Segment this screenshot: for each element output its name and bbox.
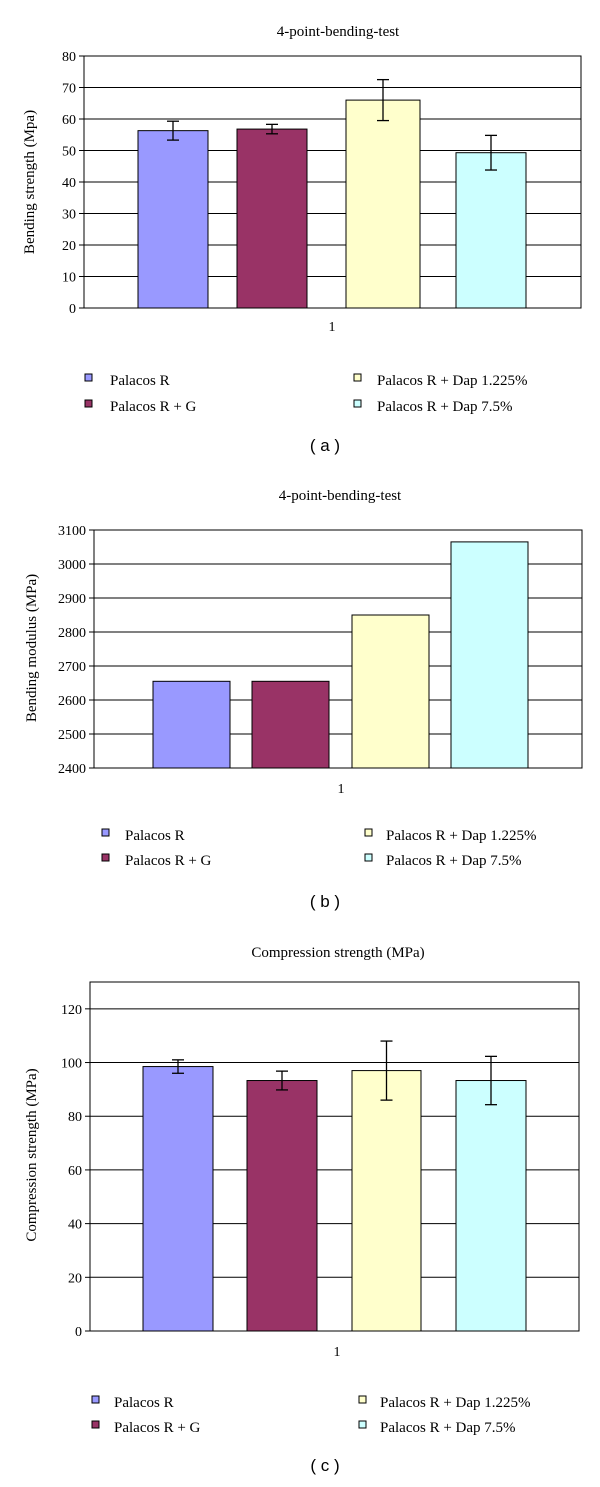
- bar-palacos-r-dap-7-5-: [455, 152, 527, 309]
- legend-label: Palacos R + Dap 7.5%: [380, 1420, 516, 1436]
- legend-swatch: [364, 828, 373, 837]
- y-tick-label: 2800: [58, 626, 86, 641]
- chart-2: 4-point-bending-test 2400 2500 2600 2700 2800…: [24, 488, 583, 911]
- bar-palacos-r-dap-7-5-: [455, 1080, 527, 1332]
- y-tick-label: 0: [69, 302, 76, 317]
- legend-label: Palacos R: [114, 1395, 174, 1411]
- legend-label: Palacos R + Dap 1.225%: [380, 1395, 531, 1411]
- bar-palacos-r: [137, 130, 209, 309]
- y-tick-label: 20: [68, 1271, 82, 1286]
- legend-swatch: [358, 1395, 367, 1404]
- bar-palacos-r: [142, 1066, 214, 1332]
- chart-1: 4-point-bending-test 0 10 20 30 40 50 60 70 80 1 Be…: [22, 24, 582, 455]
- legend-label: Palacos R + Dap 1.225%: [386, 828, 537, 844]
- y-tick-label: 60: [68, 1164, 82, 1179]
- legend-swatch: [91, 1395, 100, 1404]
- y-tick-label: 80: [68, 1110, 82, 1125]
- legend-swatch: [84, 399, 93, 408]
- bar-palacos-r: [152, 680, 231, 769]
- bar-palacos-r-dap-1-225-: [351, 614, 430, 769]
- y-tick-label: 2700: [58, 660, 86, 675]
- bar-palacos-r-dap-1-225-: [345, 99, 421, 309]
- y-tick-label: 40: [68, 1218, 82, 1233]
- legend-swatch: [353, 373, 362, 382]
- chart-title: 4-point-bending-test: [279, 488, 402, 504]
- chart-title: 4-point-bending-test: [277, 24, 400, 40]
- bar-palacos-r-dap-1-225-: [351, 1070, 422, 1332]
- legend-swatch: [84, 373, 93, 382]
- chart-3: Compression strength (MPa) 0 20 40 60 80 100 12…: [24, 945, 580, 1475]
- y-tick-label: 2500: [58, 728, 86, 743]
- legend-swatch: [91, 1420, 100, 1429]
- y-tick-label: 2400: [58, 762, 86, 777]
- legend-label: Palacos R + Dap 1.225%: [377, 373, 528, 389]
- bar-palacos-r-dap-7-5-: [450, 541, 529, 769]
- legend-label: Palacos R: [110, 373, 170, 389]
- legend-label: Palacos R + Dap 7.5%: [377, 399, 513, 415]
- y-tick-label: 30: [62, 208, 76, 223]
- legend-swatch: [364, 853, 373, 862]
- legend-swatch: [353, 399, 362, 408]
- y-tick-label: 3000: [58, 558, 86, 573]
- bar-palacos-r-g: [236, 128, 308, 309]
- y-tick-label: 70: [62, 82, 76, 97]
- y-tick-label: 80: [62, 50, 76, 65]
- y-tick-label: 0: [75, 1325, 82, 1340]
- x-tick-label: 1: [334, 1345, 341, 1360]
- panel-label: ( c ): [310, 1456, 339, 1475]
- legend: Palacos R Palacos R + G Palacos R + Dap 1.…: [84, 373, 528, 415]
- y-tick-label: 40: [62, 176, 76, 191]
- legend: Palacos R Palacos R + G Palacos R + Dap 1.…: [101, 828, 537, 869]
- y-tick-label: 2900: [58, 592, 86, 607]
- legend-swatch: [101, 853, 110, 862]
- y-axis-label: Bending modulus (MPa): [24, 574, 40, 722]
- y-tick-label: 20: [62, 239, 76, 254]
- y-tick-label: 3100: [58, 524, 86, 539]
- y-tick-label: 60: [62, 113, 76, 128]
- y-tick-label: 10: [62, 271, 76, 286]
- bar-palacos-r-g: [251, 680, 330, 769]
- legend-label: Palacos R + Dap 7.5%: [386, 853, 522, 869]
- legend-swatch: [358, 1420, 367, 1429]
- y-tick-label: 2600: [58, 694, 86, 709]
- x-tick-label: 1: [338, 782, 345, 797]
- legend-label: Palacos R + G: [125, 853, 212, 869]
- legend: Palacos R Palacos R + G Palacos R + Dap 1.…: [91, 1395, 531, 1436]
- x-tick-label: 1: [329, 320, 336, 335]
- panel-label: ( b ): [310, 892, 340, 911]
- legend-label: Palacos R: [125, 828, 185, 844]
- legend-label: Palacos R + G: [110, 399, 197, 415]
- y-tick-label: 100: [61, 1057, 82, 1072]
- bar-palacos-r-g: [246, 1080, 318, 1332]
- y-axis-label: Compression strength (MPa): [24, 1068, 40, 1241]
- chart-title: Compression strength (MPa): [251, 945, 424, 961]
- y-axis-label: Bending strength (Mpa): [22, 110, 38, 254]
- y-tick-label: 50: [62, 145, 76, 160]
- legend-swatch: [101, 828, 110, 837]
- legend-label: Palacos R + G: [114, 1420, 201, 1436]
- panel-label: ( a ): [310, 436, 340, 455]
- y-tick-label: 120: [61, 1003, 82, 1018]
